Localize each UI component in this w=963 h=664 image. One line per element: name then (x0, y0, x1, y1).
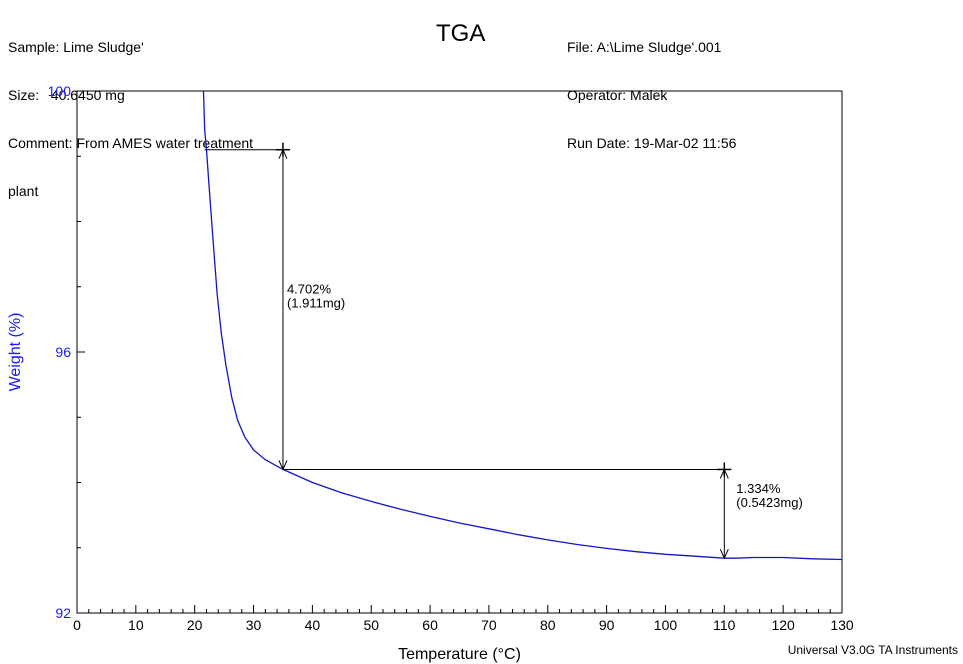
y-axis-ticks: 92 96 100 (48, 83, 85, 621)
sample-name: Sample: Lime Sludge' (8, 39, 144, 55)
x-axis-label: Temperature (°C) (398, 646, 521, 663)
arrow-head (278, 148, 288, 159)
x-tick-label: 120 (771, 617, 795, 633)
x-tick-label: 80 (540, 617, 556, 633)
plot-frame (76, 90, 843, 614)
x-axis-ticks: 0 10 20 30 40 50 60 70 80 90 100 110 120 130 (73, 605, 854, 633)
step-mass-label: (1.911mg) (287, 295, 345, 310)
y-axis-label: Weight (%) (7, 313, 24, 392)
arrow-head (719, 548, 729, 560)
step-annotations: 4.702%(1.911mg) 1.334%(0.5423mg) (204, 142, 803, 560)
x-tick-label: 100 (654, 617, 678, 633)
arrow-head (719, 468, 729, 479)
chart-title: TGA (436, 20, 486, 47)
run-date: Run Date: 19-Mar-02 11:56 (567, 135, 737, 151)
x-tick-label: 130 (830, 617, 854, 633)
x-tick-label: 30 (246, 617, 262, 633)
y-tick-label: 100 (48, 83, 72, 99)
x-tick-label: 70 (481, 617, 497, 633)
y-tick-label: 92 (55, 605, 71, 621)
x-tick-label: 40 (305, 617, 321, 633)
x-tick-label: 90 (599, 617, 615, 633)
y-tick-label: 96 (55, 344, 71, 360)
x-tick-label: 10 (128, 617, 144, 633)
step-percent-label: 4.702% (287, 281, 332, 296)
x-tick-label: 110 (713, 617, 736, 633)
x-tick-label: 60 (422, 617, 438, 633)
arrow-head (278, 460, 288, 471)
x-tick-label: 50 (363, 617, 379, 633)
weight-curve (202, 90, 843, 561)
sample-info: Sample: Lime Sludge' Size: 40.6450 mg Co… (8, 7, 253, 215)
step-mass-label: (0.5423mg) (736, 495, 802, 510)
x-tick-label: 20 (187, 617, 203, 633)
x-tick-label: 0 (73, 617, 81, 633)
step-percent-label: 1.334% (736, 481, 781, 496)
comment-line-1: Comment: From AMES water treatment (8, 135, 254, 151)
file-name: File: A:\Lime Sludge'.001 (567, 39, 722, 55)
comment-line-2: plant (8, 183, 39, 199)
instrument-footer: Universal V3.0G TA Instruments (787, 643, 958, 657)
